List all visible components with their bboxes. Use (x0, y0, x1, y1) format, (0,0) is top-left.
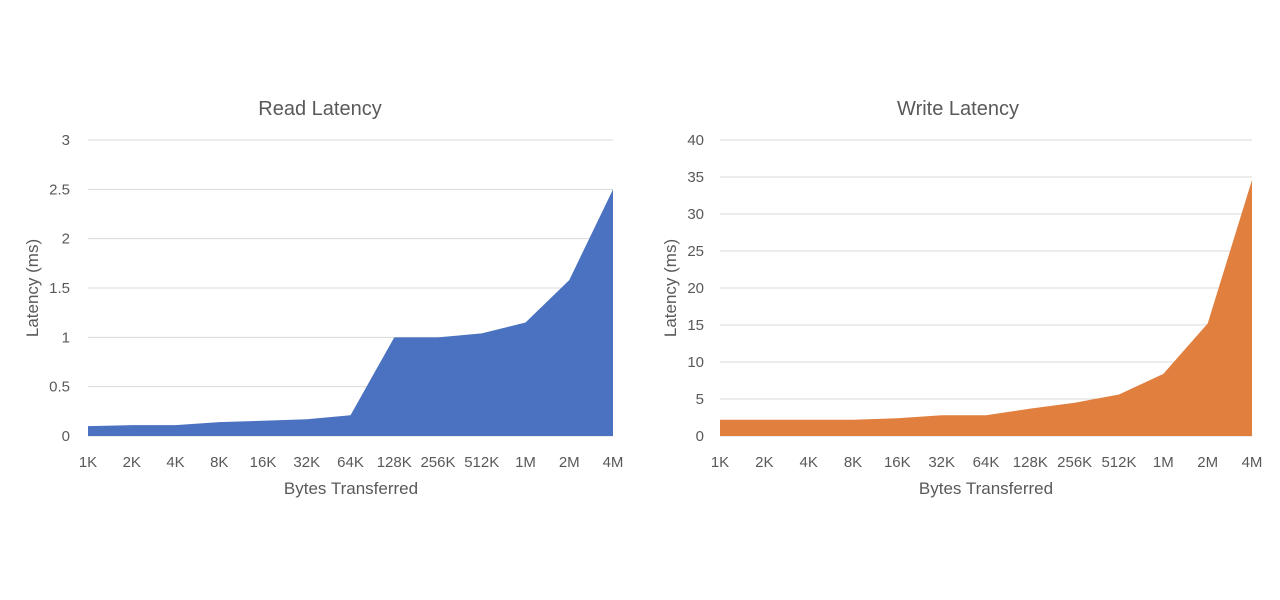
read-y-axis-title: Latency (ms) (23, 239, 42, 337)
read-x-tick-label: 4K (166, 454, 184, 471)
read-latency-area (88, 189, 613, 436)
write-x-tick-label: 4K (799, 454, 817, 471)
read-chart-title: Read Latency (258, 98, 381, 120)
read-x-tick-label: 128K (377, 454, 412, 471)
write-latency-chart-svg: 0 5 10 15 20 25 30 35 40 1K 2K 4K 8K 16K 32K 64K 128K 25… (661, 98, 1263, 498)
write-x-tick-label: 2M (1197, 454, 1218, 471)
write-y-tick-label: 10 (687, 354, 704, 371)
read-x-tick-label: 8K (210, 454, 228, 471)
read-latency-chart-svg: 0 0.5 1 1.5 2 2.5 3 1K 2K 4K 8K 16K 32K 64K 128K 256K 5… (23, 98, 624, 498)
write-latency-chart: 0 5 10 15 20 25 30 35 40 1K 2K 4K 8K 16K 32K 64K 128K 25… (640, 0, 1280, 600)
write-x-tick-labels: 1K 2K 4K 8K 16K 32K 64K 128K 256K 512K 1M 2M 4M (711, 454, 1263, 471)
write-y-tick-label: 40 (687, 132, 704, 149)
write-y-tick-label: 15 (687, 317, 704, 334)
read-x-tick-label: 256K (420, 454, 455, 471)
read-x-axis-title: Bytes Transferred (284, 479, 418, 498)
write-x-tick-label: 2K (755, 454, 773, 471)
read-x-tick-label: 2K (123, 454, 141, 471)
read-x-tick-label: 16K (250, 454, 277, 471)
read-x-tick-label: 4M (603, 454, 624, 471)
write-y-tick-label: 5 (696, 391, 704, 408)
write-y-tick-label: 20 (687, 280, 704, 297)
read-y-tick-label: 1.5 (49, 280, 70, 297)
write-x-tick-label: 4M (1242, 454, 1263, 471)
write-chart-title: Write Latency (897, 98, 1019, 120)
read-y-tick-label: 2.5 (49, 181, 70, 198)
read-y-tick-label: 0.5 (49, 379, 70, 396)
read-y-tick-label: 2 (62, 231, 70, 248)
write-x-axis-title: Bytes Transferred (919, 479, 1053, 498)
write-y-tick-label: 0 (696, 428, 704, 445)
read-x-tick-label: 512K (464, 454, 499, 471)
read-x-tick-label: 64K (337, 454, 364, 471)
write-y-tick-label: 30 (687, 206, 704, 223)
write-y-tick-label: 35 (687, 169, 704, 186)
read-latency-chart: 0 0.5 1 1.5 2 2.5 3 1K 2K 4K 8K 16K 32K 64K 128K 256K 5… (23, 98, 624, 498)
read-x-tick-label: 2M (559, 454, 580, 471)
write-y-axis-title: Latency (ms) (661, 239, 680, 337)
write-x-tick-label: 512K (1101, 454, 1136, 471)
write-y-tick-labels: 0 5 10 15 20 25 30 35 40 (687, 132, 704, 445)
read-x-tick-label: 1M (515, 454, 536, 471)
read-x-tick-label: 1K (79, 454, 97, 471)
read-x-tick-label: 32K (293, 454, 320, 471)
write-x-tick-label: 64K (973, 454, 1000, 471)
write-gridlines (720, 139, 1252, 437)
write-x-tick-label: 128K (1013, 454, 1048, 471)
write-x-tick-label: 8K (844, 454, 862, 471)
write-y-tick-label: 25 (687, 243, 704, 260)
write-x-tick-label: 32K (928, 454, 955, 471)
write-x-tick-label: 16K (884, 454, 911, 471)
write-latency-area (720, 179, 1252, 436)
read-x-tick-labels: 1K 2K 4K 8K 16K 32K 64K 128K 256K 512K 1M 2M 4M (79, 454, 624, 471)
read-y-tick-label: 3 (62, 132, 70, 149)
read-y-tick-label: 1 (62, 329, 70, 346)
read-gridlines (88, 139, 613, 437)
write-x-tick-label: 1M (1153, 454, 1174, 471)
write-x-tick-label: 256K (1057, 454, 1092, 471)
read-y-tick-label: 0 (62, 428, 70, 445)
write-x-tick-label: 1K (711, 454, 729, 471)
read-y-tick-labels: 0 0.5 1 1.5 2 2.5 3 (49, 132, 70, 445)
